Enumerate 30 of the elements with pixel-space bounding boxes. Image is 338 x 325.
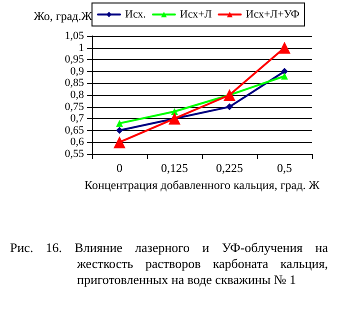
point [281, 68, 288, 75]
point [224, 89, 236, 101]
point [281, 72, 288, 80]
point [114, 136, 126, 148]
x-tick-label: 0,225 [216, 161, 243, 175]
y-tick-label: 1 [78, 42, 84, 54]
y-tick-label: 0,6 [70, 136, 84, 148]
y-tick-label: 1,05 [64, 30, 84, 42]
y-tick-label: 0,85 [64, 77, 84, 90]
point [226, 103, 233, 110]
x-tick-label: 0 [116, 161, 122, 175]
y-tick-label: 0,95 [64, 54, 84, 66]
point [116, 126, 123, 134]
y-tick-label: 0,8 [70, 89, 84, 101]
legend-label: Исх. [125, 8, 146, 20]
y-tick-label: 0,75 [64, 100, 84, 113]
point [278, 42, 290, 54]
legend-label: Исх+Л [180, 8, 212, 20]
point [168, 112, 180, 125]
x-axis-title: Концентрация добавленного кальция, град. Ж [84, 178, 320, 192]
y-tick-label: 0,65 [64, 124, 84, 136]
x-tick-label: 0,125 [161, 161, 188, 175]
y-tick-label: 0,9 [70, 65, 84, 78]
y-tick-label: 0,55 [64, 148, 84, 160]
x-tick-label: 0,5 [277, 161, 292, 175]
y-tick-label: 0,7 [70, 112, 84, 125]
legend-label: Исх+Л+УФ [246, 8, 300, 20]
point [116, 120, 123, 127]
y-axis-title: Жо, град.Ж [34, 9, 92, 23]
text: Рис. 16. Влияние лазерного и УФ-облучения на жесткость растворов карбоната кальция, приготовленных на воде скважины № 1 [10, 240, 328, 288]
